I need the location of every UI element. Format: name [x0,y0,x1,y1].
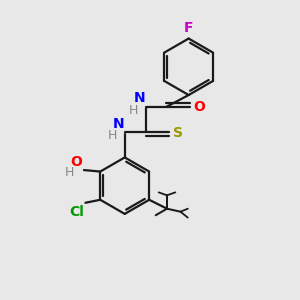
Text: N: N [133,92,145,105]
Text: O: O [70,155,83,169]
Text: Cl: Cl [69,205,84,219]
Text: N: N [112,117,124,131]
Text: S: S [173,126,183,140]
Text: H: H [128,104,138,117]
Text: F: F [184,21,194,35]
Text: H: H [108,129,117,142]
Text: O: O [194,100,206,114]
Text: H: H [64,166,74,179]
